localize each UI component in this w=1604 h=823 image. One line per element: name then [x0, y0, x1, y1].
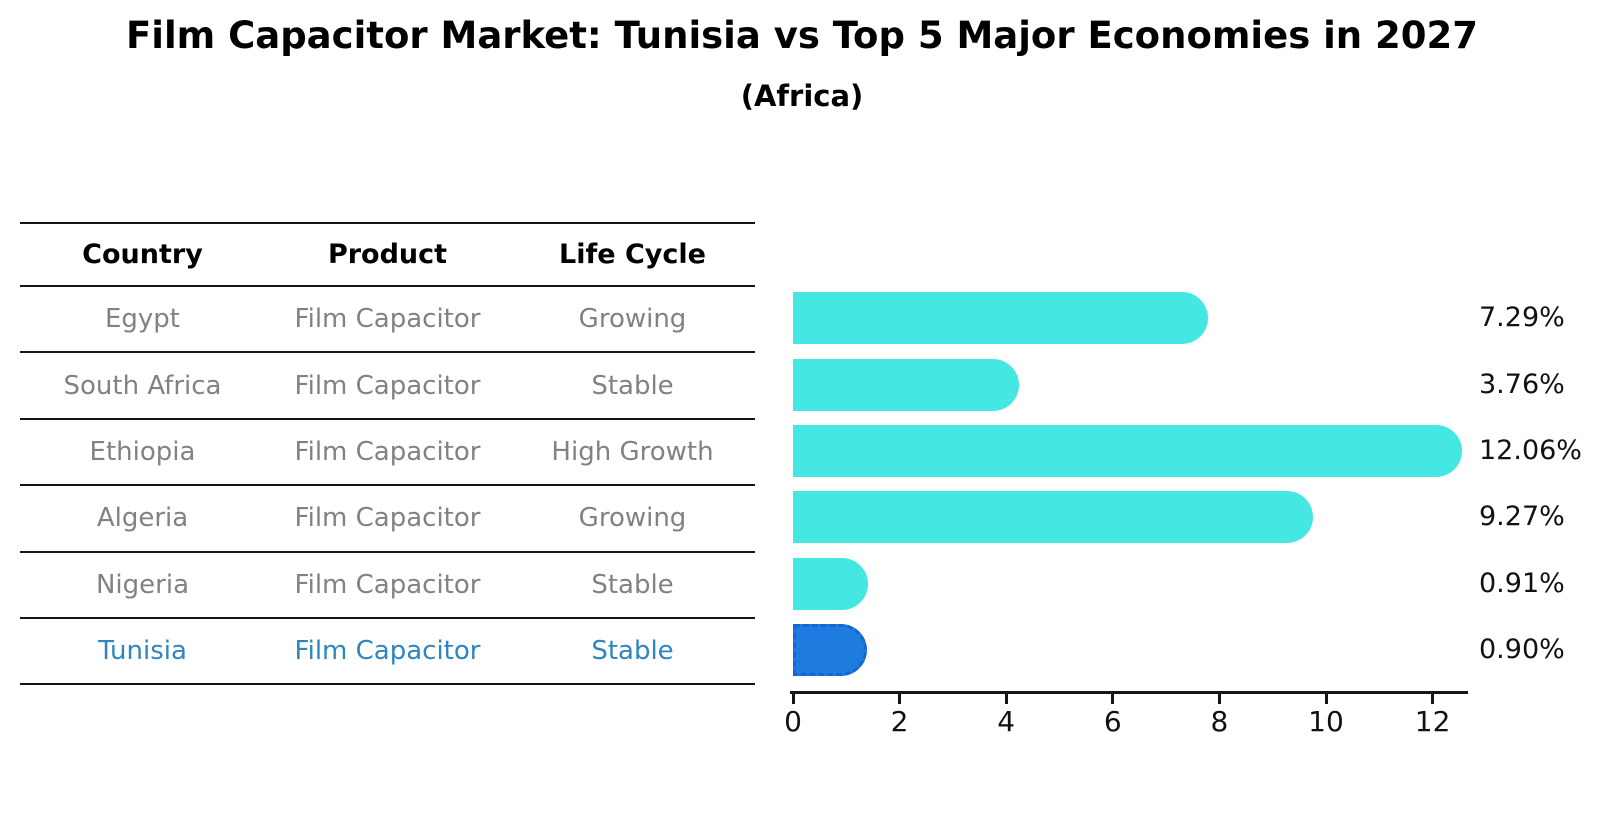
table-row: Algeria Film Capacitor Growing [20, 486, 755, 553]
x-axis-line [790, 691, 1468, 694]
table-row: Egypt Film Capacitor Growing [20, 287, 755, 354]
x-tick-label: 0 [784, 705, 802, 738]
value-label: 7.29% [1479, 302, 1565, 334]
cell-lifecycle: Growing [578, 304, 687, 335]
cell-country: Tunisia [98, 636, 187, 667]
country-table: Country Product Life Cycle Egypt Film Cap… [20, 222, 755, 686]
table-row: South Africa Film Capacitor Stable [20, 353, 755, 420]
x-tick [1324, 694, 1328, 704]
x-tick [898, 694, 902, 704]
chart-title: Film Capacitor Market: Tunisia vs Top 5 … [126, 14, 1478, 57]
bar [793, 557, 868, 610]
bar [793, 292, 1208, 345]
value-label: 0.91% [1479, 567, 1565, 599]
cell-product: Film Capacitor [294, 304, 481, 335]
bar [793, 491, 1314, 544]
cell-lifecycle: Growing [578, 503, 687, 534]
value-label: 3.76% [1479, 368, 1565, 400]
value-label: 0.90% [1479, 634, 1565, 666]
table-header-country: Country [82, 239, 203, 270]
cell-lifecycle: Stable [591, 636, 674, 667]
cell-product: Film Capacitor [294, 436, 481, 467]
cell-lifecycle: Stable [591, 569, 674, 600]
cell-country: Nigeria [95, 569, 190, 600]
x-tick-label: 12 [1414, 705, 1451, 738]
value-label: 12.06% [1479, 435, 1582, 466]
chart-subtitle: (Africa) [740, 79, 864, 113]
bar [793, 425, 1462, 477]
x-tick [1431, 694, 1435, 704]
value-label: 9.27% [1479, 501, 1565, 533]
cell-country: Ethiopia [89, 436, 196, 467]
table-header-lifecycle: Life Cycle [559, 239, 706, 270]
cell-country: Egypt [104, 304, 181, 335]
table-row: Nigeria Film Capacitor Stable [20, 553, 755, 619]
x-tick-label: 2 [890, 705, 909, 738]
x-tick-label: 4 [997, 705, 1016, 738]
cell-product: Film Capacitor [294, 370, 481, 401]
x-tick-label: 8 [1210, 705, 1229, 738]
cell-product: Film Capacitor [294, 636, 481, 667]
table-header-product: Product [327, 239, 448, 270]
x-tick [1004, 694, 1008, 704]
cell-product: Film Capacitor [294, 503, 481, 534]
cell-lifecycle: Stable [591, 370, 674, 401]
table-header-row: Country Product Life Cycle [20, 224, 755, 287]
x-tick [1111, 694, 1115, 704]
x-tick-label: 6 [1103, 705, 1122, 738]
cell-country: South Africa [63, 370, 222, 401]
table-row: Ethiopia Film Capacitor High Growth [20, 420, 755, 487]
table-row: Tunisia Film Capacitor Stable [20, 619, 755, 686]
bar [793, 624, 867, 677]
cell-product: Film Capacitor [294, 569, 481, 600]
table-body: Egypt Film Capacitor Growing South Africa Fi… [20, 287, 755, 686]
x-tick [791, 694, 795, 704]
cell-country: Algeria [96, 503, 189, 534]
cell-lifecycle: High Growth [551, 436, 714, 467]
x-tick-label: 10 [1308, 705, 1344, 738]
bar [793, 358, 1020, 411]
x-tick [1217, 694, 1221, 704]
